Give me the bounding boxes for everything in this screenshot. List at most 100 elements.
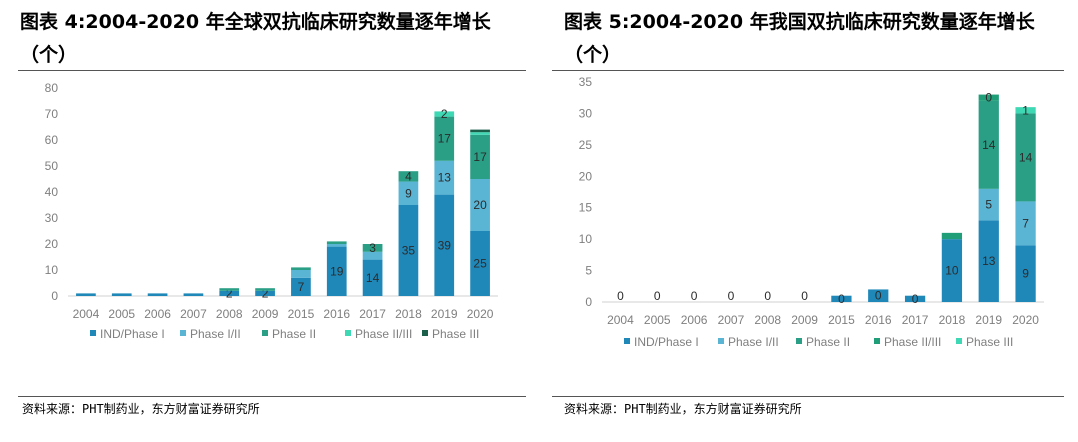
data-label: 0 [728,289,735,303]
x-tick-label: 2020 [1012,313,1039,327]
data-label: 0 [838,292,845,306]
data-label: 17 [438,132,452,146]
legend-swatch [956,338,962,344]
legend-label: Phase III [966,335,1013,349]
data-label: 39 [438,238,452,252]
bar-segment [904,295,926,302]
y-tick-label: 0 [51,289,58,303]
bar-segment [147,293,168,296]
bar-segment [978,94,999,101]
data-label: 0 [654,289,661,303]
title-rule [552,70,1064,71]
data-label: 0 [875,289,882,303]
data-label: 0 [691,289,698,303]
legend-label: Phase II [806,335,850,349]
data-label: 2 [262,286,269,300]
data-label: 9 [405,186,412,200]
legend-label: Phase II/III [884,335,941,349]
x-tick-label: 2009 [791,313,818,327]
data-label: 2 [441,107,448,121]
bar-segment [255,288,275,291]
x-tick-label: 2008 [216,307,243,321]
bar-segment [76,293,96,296]
legend-label: Phase III [432,327,479,341]
x-tick-label: 2004 [73,307,100,321]
data-label: 19 [330,264,344,278]
y-tick-label: 20 [45,237,59,251]
data-label: 0 [985,91,992,105]
bar-segment [1015,201,1036,246]
x-tick-label: 2017 [902,313,929,327]
title-rule [18,70,526,71]
bar-segment [362,259,383,296]
bar-segment [219,290,240,296]
bar-segment [470,134,490,179]
bar-segment [291,270,311,278]
bar-segment [868,289,889,302]
y-tick-label: 20 [579,169,593,183]
chart-panel-china: 图表 5:2004-2020 年我国双抗临床研究数量逐年增长（个） 0 5 10 15… [544,0,1078,442]
legend-swatch [90,330,96,336]
bar-segment [470,132,490,135]
data-label: 7 [298,280,305,294]
data-label: 13 [982,254,996,268]
legend-swatch [262,330,268,336]
data-label: 9 [1022,267,1029,281]
bar-segment [978,188,999,221]
x-tick-label: 2007 [180,307,207,321]
bar-segment [434,194,455,296]
data-label: 14 [982,138,996,152]
legend-label: IND/Phase I [100,327,165,341]
bar-segment [470,129,490,133]
bar-segment [326,244,347,247]
legend-label: Phase II/III [355,327,412,341]
data-label: 25 [473,257,487,271]
legend-label: IND/Phase I [634,335,699,349]
x-tick-label: 2019 [431,307,458,321]
y-tick-label: 0 [585,295,592,309]
stacked-bar-chart-global: 0 10 20 30 40 50 60 70 80 2004 2005 2006 2007 2008 2 20… [45,81,498,341]
source-note: 资料来源：PHT制药业，东方财富证券研究所 [564,402,802,416]
data-label: 0 [801,289,808,303]
data-label: 10 [945,264,959,278]
bar-segment [326,246,347,296]
y-tick-label: 70 [45,107,59,121]
bar-segment [941,239,963,302]
x-tick-label: 2005 [108,307,135,321]
legend-label: Phase II [272,327,316,341]
x-tick-label: 2016 [323,307,350,321]
bar-segment [470,179,490,231]
y-tick-label: 30 [45,211,59,225]
x-tick-label: 2006 [681,313,708,327]
y-tick-label: 5 [585,264,592,278]
x-tick-label: 2015 [288,307,315,321]
chart-title: 图表 5:2004-2020 年我国双抗临床研究数量逐年增长（个） [564,11,1035,66]
x-tick-label: 2008 [754,313,781,327]
bar-segment [398,205,419,296]
y-tick-label: 30 [579,106,593,120]
x-tick-label: 2005 [644,313,671,327]
y-tick-label: 40 [45,185,59,199]
bar-segment [183,293,204,296]
chart-title: 图表 4:2004-2020 年全球双抗临床研究数量逐年增长（个） [20,11,491,66]
data-label: 14 [1019,150,1033,164]
bar-segment [1015,113,1036,202]
x-tick-label: 2018 [939,313,966,327]
data-label: 7 [1022,216,1029,230]
x-tick-label: 2016 [865,313,892,327]
data-label: 20 [473,198,487,212]
bar-segment [434,160,455,195]
x-tick-label: 2007 [718,313,745,327]
x-tick-label: 2006 [144,307,171,321]
source-rule [18,396,526,397]
x-tick-label: 2019 [975,313,1002,327]
data-label: 1 [1022,103,1029,117]
bar-segment [291,267,311,270]
legend-swatch [796,338,802,344]
y-tick-label: 50 [45,159,59,173]
data-label: 5 [985,198,992,212]
bar-segment [219,288,240,291]
source-note: 资料来源：PHT制药业，东方财富证券研究所 [22,402,260,416]
bar-segment [941,232,963,240]
legend-swatch [624,338,630,344]
